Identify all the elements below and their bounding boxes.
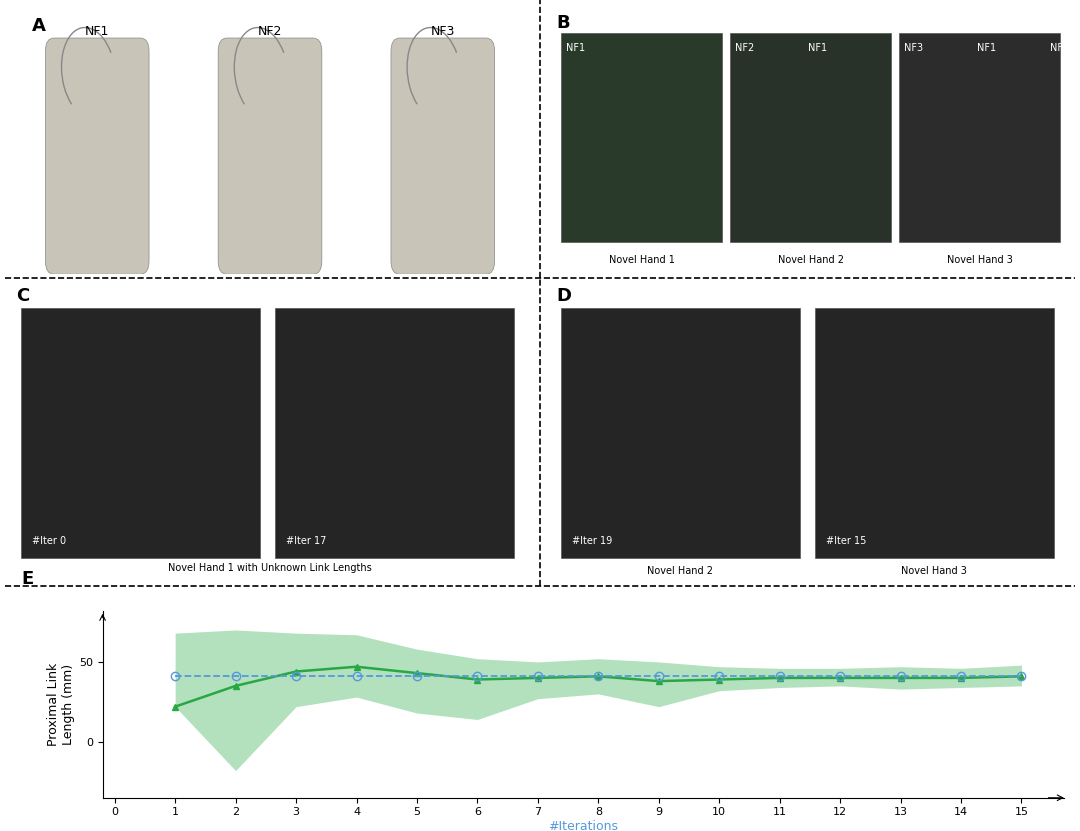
Text: Novel Hand 1: Novel Hand 1 <box>609 255 674 265</box>
Bar <box>562 32 721 242</box>
Text: #Iter 0: #Iter 0 <box>31 536 66 546</box>
Text: B: B <box>556 14 569 32</box>
Text: D: D <box>556 288 571 305</box>
Text: E: E <box>21 570 33 588</box>
Bar <box>730 32 891 242</box>
FancyBboxPatch shape <box>391 38 495 274</box>
Text: Novel Hand 3: Novel Hand 3 <box>946 255 1012 265</box>
Bar <box>22 308 259 558</box>
Text: #Iter 15: #Iter 15 <box>825 536 866 546</box>
Text: NF2: NF2 <box>258 25 282 37</box>
Text: NF2: NF2 <box>735 43 755 53</box>
Text: NF3: NF3 <box>904 43 923 53</box>
Text: A: A <box>31 17 45 35</box>
Text: NF3: NF3 <box>431 25 455 37</box>
Text: NF1: NF1 <box>977 43 996 53</box>
Text: C: C <box>16 288 29 305</box>
Text: #Iter 17: #Iter 17 <box>285 536 326 546</box>
Bar <box>900 32 1059 242</box>
Text: Novel Hand 2: Novel Hand 2 <box>647 566 714 576</box>
FancyBboxPatch shape <box>218 38 322 274</box>
Text: Novel Hand 2: Novel Hand 2 <box>778 255 843 265</box>
Text: #Iter 19: #Iter 19 <box>571 536 611 546</box>
Text: NF1: NF1 <box>566 43 585 53</box>
Text: Novel Hand 3: Novel Hand 3 <box>902 566 968 576</box>
Text: Novel Hand 1 with Unknown Link Lengths: Novel Hand 1 with Unknown Link Lengths <box>168 563 372 573</box>
FancyBboxPatch shape <box>45 38 149 274</box>
Text: NF1: NF1 <box>85 25 109 37</box>
X-axis label: #Iterations: #Iterations <box>549 820 618 831</box>
Bar <box>562 308 799 558</box>
Y-axis label: Proximal Link
Length (mm): Proximal Link Length (mm) <box>46 662 75 746</box>
Bar <box>275 308 514 558</box>
Text: NF2: NF2 <box>1050 43 1069 53</box>
Bar <box>815 308 1054 558</box>
Text: NF1: NF1 <box>808 43 827 53</box>
